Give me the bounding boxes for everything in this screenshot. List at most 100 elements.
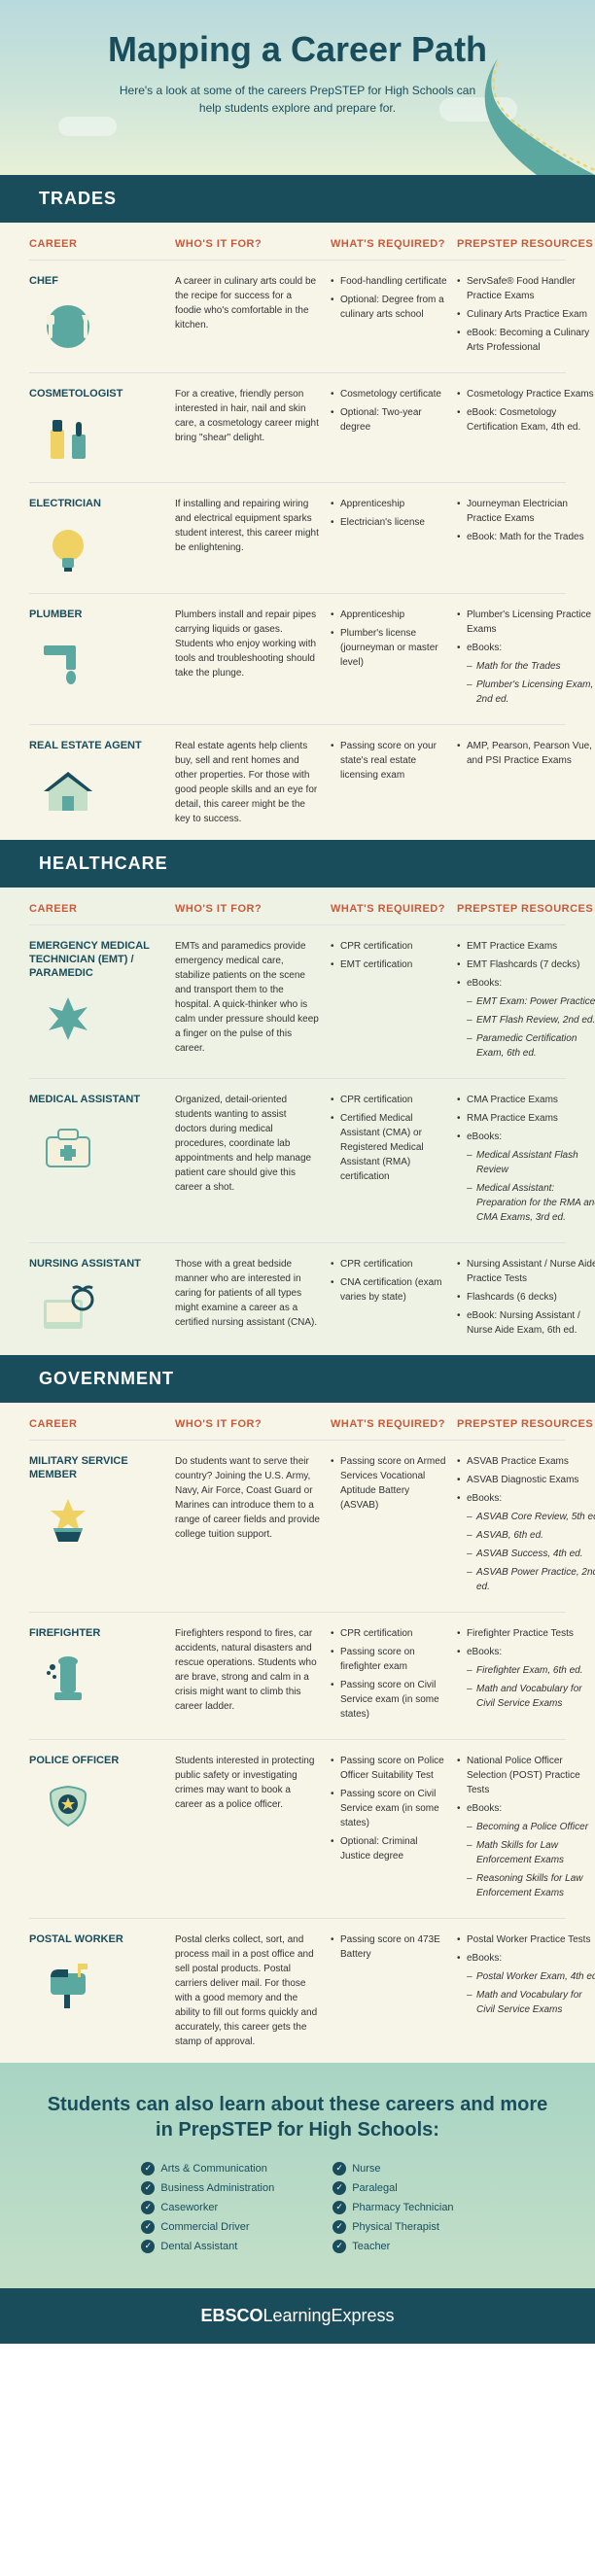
- career-cell: MEDICAL ASSISTANT: [29, 1093, 165, 1174]
- career-title: COSMETOLOGIST: [29, 387, 165, 400]
- required-cell: Passing score on Armed Services Vocation…: [331, 1454, 447, 1516]
- career-cell: POSTAL WORKER: [29, 1932, 165, 2014]
- col-header-who: WHO'S IT FOR?: [175, 238, 321, 250]
- required-cell: ApprenticeshipPlumber's license (journey…: [331, 608, 447, 674]
- col-header-required: WHAT'S REQUIRED?: [331, 1418, 447, 1430]
- footer-heading: Students can also learn about these care…: [39, 2092, 556, 2142]
- postal-icon: [29, 1956, 107, 2014]
- col-header-career: CAREER: [29, 238, 165, 250]
- required-item: Optional: Criminal Justice degree: [331, 1834, 447, 1863]
- col-header-required: WHAT'S REQUIRED?: [331, 238, 447, 250]
- section-table: CAREERWHO'S IT FOR?WHAT'S REQUIRED?PREPS…: [0, 223, 595, 840]
- career-row: MILITARY SERVICE MEMBERDo students want …: [29, 1440, 566, 1612]
- col-header-resources: PREPSTEP RESOURCES: [457, 903, 595, 915]
- resource-item: AMP, Pearson, Pearson Vue, and PSI Pract…: [457, 739, 595, 768]
- hero-section: Mapping a Career Path Here's a look at s…: [0, 0, 595, 175]
- who-description: EMTs and paramedics provide emergency me…: [175, 939, 321, 1056]
- required-item: CPR certification: [331, 1093, 447, 1107]
- career-row: CHEFA career in culinary arts could be t…: [29, 260, 566, 372]
- plumber-icon: [29, 631, 107, 689]
- resource-sub-item: Becoming a Police Officer: [457, 1820, 595, 1834]
- resource-item: eBooks:: [457, 641, 595, 655]
- who-description: A career in culinary arts could be the r…: [175, 274, 321, 332]
- who-description: Students interested in protecting public…: [175, 1754, 321, 1812]
- check-icon: ✓: [332, 2201, 346, 2214]
- career-title: NURSING ASSISTANT: [29, 1257, 165, 1271]
- who-description: Firefighters respond to fires, car accid…: [175, 1626, 321, 1714]
- resource-sub-item: Firefighter Exam, 6th ed.: [457, 1663, 595, 1678]
- footer-career-label: Arts & Communication: [160, 2163, 266, 2175]
- footer-career-label: Commercial Driver: [160, 2221, 249, 2233]
- check-icon: ✓: [332, 2162, 346, 2176]
- resource-item: eBooks:: [457, 976, 595, 991]
- brand-bar: EBSCOLearningExpress: [0, 2288, 595, 2344]
- footer-career-item: ✓Paralegal: [332, 2181, 453, 2195]
- resources-cell: Journeyman Electrician Practice ExamseBo…: [457, 497, 595, 548]
- footer-col-right: ✓Nurse✓Paralegal✓Pharmacy Technician✓Phy…: [332, 2162, 453, 2259]
- col-header-required: WHAT'S REQUIRED?: [331, 903, 447, 915]
- career-row: PLUMBERPlumbers install and repair pipes…: [29, 593, 566, 724]
- footer-career-label: Caseworker: [160, 2202, 218, 2213]
- who-description: Organized, detail-oriented students want…: [175, 1093, 321, 1195]
- career-row: FIREFIGHTERFirefighters respond to fires…: [29, 1612, 566, 1739]
- resources-cell: Nursing Assistant / Nurse Aide Practice …: [457, 1257, 595, 1341]
- required-item: Passing score on Civil Service exam (in …: [331, 1678, 447, 1722]
- career-cell: NURSING ASSISTANT: [29, 1257, 165, 1339]
- required-item: CPR certification: [331, 1257, 447, 1271]
- resource-sub-item: ASVAB, 6th ed.: [457, 1528, 595, 1543]
- footer-col-left: ✓Arts & Communication✓Business Administr…: [141, 2162, 274, 2259]
- required-item: Food-handling certificate: [331, 274, 447, 289]
- career-cell: MILITARY SERVICE MEMBER: [29, 1454, 165, 1550]
- career-title: POLICE OFFICER: [29, 1754, 165, 1767]
- resource-item: eBook: Math for the Trades: [457, 530, 595, 544]
- footer-columns: ✓Arts & Communication✓Business Administr…: [39, 2162, 556, 2259]
- resource-item: eBook: Becoming a Culinary Arts Professi…: [457, 326, 595, 355]
- resource-item: EMT Flashcards (7 decks): [457, 957, 595, 972]
- footer-career-item: ✓Caseworker: [141, 2201, 274, 2214]
- career-row: POSTAL WORKERPostal clerks collect, sort…: [29, 1918, 566, 2063]
- footer-career-item: ✓Teacher: [332, 2240, 453, 2253]
- resource-sub-item: Medical Assistant Flash Review: [457, 1148, 595, 1177]
- electrician-icon: [29, 521, 107, 579]
- resource-item: ASVAB Diagnostic Exams: [457, 1473, 595, 1487]
- required-item: Apprenticeship: [331, 497, 447, 511]
- resource-sub-item: Math and Vocabulary for Civil Service Ex…: [457, 1988, 595, 2017]
- footer-career-item: ✓Arts & Communication: [141, 2162, 274, 2176]
- resource-item: National Police Officer Selection (POST)…: [457, 1754, 595, 1797]
- col-header-career: CAREER: [29, 1418, 165, 1430]
- resource-sub-item: Reasoning Skills for Law Enforcement Exa…: [457, 1871, 595, 1900]
- career-title: MILITARY SERVICE MEMBER: [29, 1454, 165, 1482]
- resource-sub-item: Plumber's Licensing Exam, 2nd ed.: [457, 678, 595, 707]
- career-row: EMERGENCY MEDICAL TECHNICIAN (EMT) / PAR…: [29, 924, 566, 1078]
- col-header-career: CAREER: [29, 903, 165, 915]
- career-title: ELECTRICIAN: [29, 497, 165, 510]
- required-item: CPR certification: [331, 1626, 447, 1641]
- nursing-icon: [29, 1280, 107, 1339]
- check-icon: ✓: [141, 2220, 155, 2234]
- required-item: CPR certification: [331, 939, 447, 954]
- resources-cell: Postal Worker Practice TestseBooks:Posta…: [457, 1932, 595, 2021]
- section-header: TRADES: [0, 175, 595, 223]
- required-item: Passing score on Police Officer Suitabil…: [331, 1754, 447, 1783]
- check-icon: ✓: [332, 2240, 346, 2253]
- cloud-decoration: [58, 117, 117, 136]
- required-item: Passing score on Civil Service exam (in …: [331, 1787, 447, 1830]
- column-headers: CAREERWHO'S IT FOR?WHAT'S REQUIRED?PREPS…: [29, 223, 566, 260]
- career-row: REAL ESTATE AGENTReal estate agents help…: [29, 724, 566, 840]
- career-row: ELECTRICIANIf installing and repairing w…: [29, 482, 566, 592]
- section-header: HEALTHCARE: [0, 840, 595, 888]
- chef-icon: [29, 297, 107, 356]
- check-icon: ✓: [141, 2181, 155, 2195]
- resources-cell: Firefighter Practice TestseBooks:Firefig…: [457, 1626, 595, 1715]
- career-title: MEDICAL ASSISTANT: [29, 1093, 165, 1106]
- col-header-resources: PREPSTEP RESOURCES: [457, 1418, 595, 1430]
- resource-sub-item: EMT Flash Review, 2nd ed.: [457, 1013, 595, 1027]
- required-item: Optional: Degree from a culinary arts sc…: [331, 293, 447, 322]
- career-cell: CHEF: [29, 274, 165, 356]
- required-cell: Passing score on your state's real estat…: [331, 739, 447, 786]
- career-cell: ELECTRICIAN: [29, 497, 165, 578]
- resource-item: eBooks:: [457, 1130, 595, 1144]
- required-item: Cosmetology certificate: [331, 387, 447, 401]
- footer-career-item: ✓Physical Therapist: [332, 2220, 453, 2234]
- resource-item: eBooks:: [457, 1491, 595, 1506]
